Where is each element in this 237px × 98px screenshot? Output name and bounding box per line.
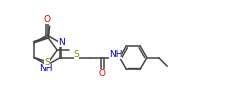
Text: S: S [73,50,79,59]
Text: NH: NH [40,64,53,73]
Text: NH: NH [109,50,122,59]
Text: N: N [58,38,65,47]
Text: O: O [99,69,106,78]
Text: S: S [44,58,50,67]
Text: O: O [44,15,51,24]
